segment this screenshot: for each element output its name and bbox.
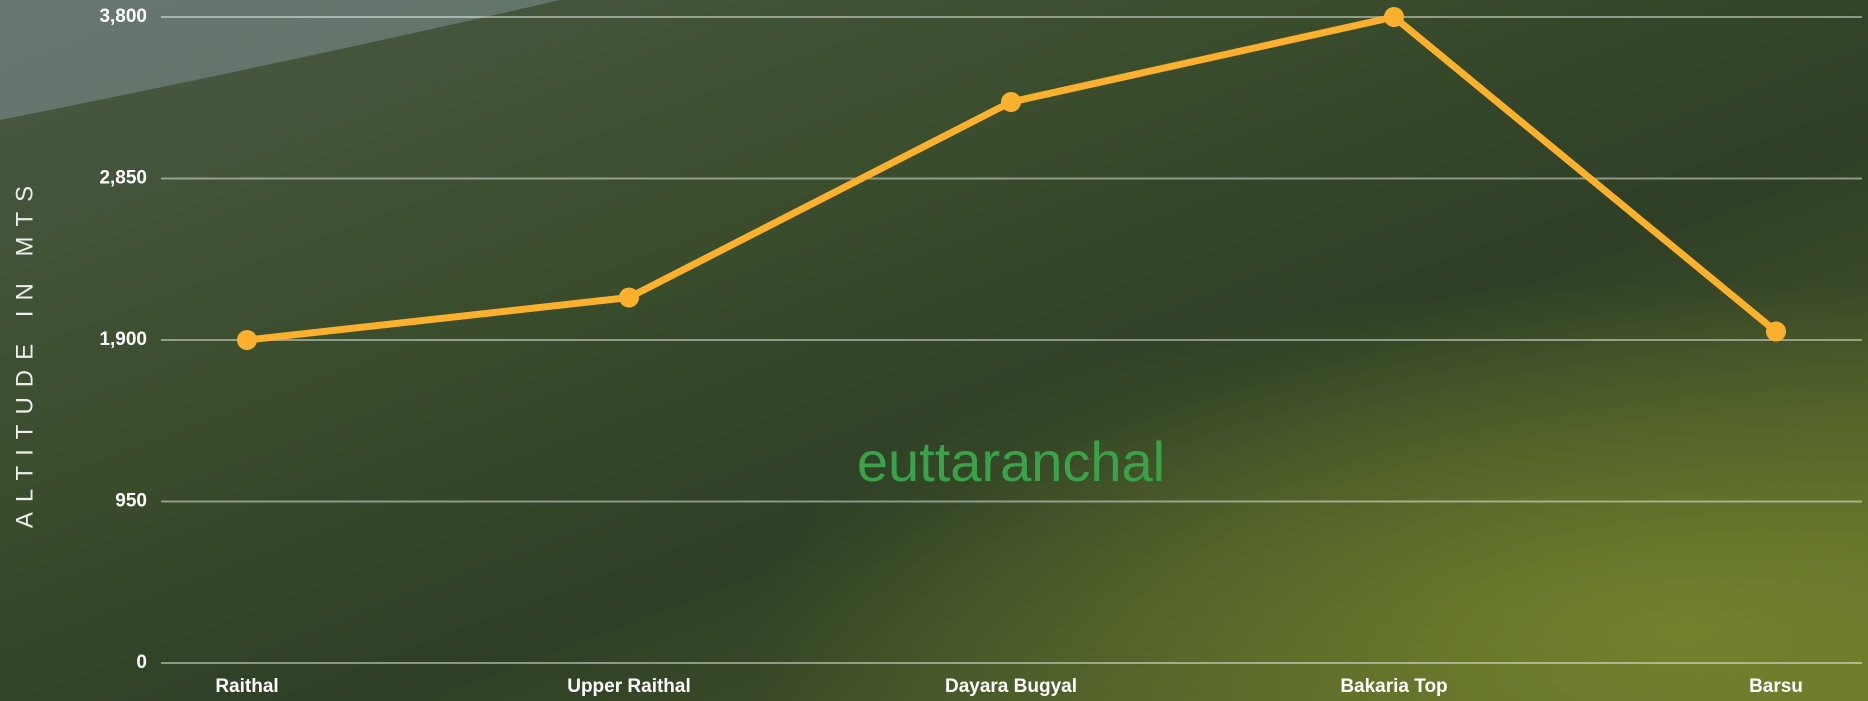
x-tick-label: Raithal [215, 676, 278, 697]
point [619, 287, 639, 308]
x-tick-label: Dayara Bugyal [945, 676, 1077, 697]
y-tick-label: 1,900 [99, 329, 147, 350]
point [237, 330, 257, 350]
point [1001, 92, 1021, 112]
y-axis-title: ALTITUDE IN MTS [11, 176, 38, 528]
y-tick-label: 2,850 [99, 168, 147, 189]
y-tick-label: 0 [136, 652, 147, 673]
point [1766, 321, 1786, 342]
y-tick-label: 3,800 [99, 6, 147, 27]
y-tick-label: 950 [115, 491, 147, 512]
sky [0, 0, 560, 120]
x-tick-label: Bakaria Top [1340, 676, 1447, 697]
x-tick-label: Upper Raithal [567, 676, 691, 697]
point [1384, 7, 1404, 27]
watermark: euttaranchal [857, 430, 1165, 493]
x-tick-label: Barsu [1749, 676, 1803, 697]
